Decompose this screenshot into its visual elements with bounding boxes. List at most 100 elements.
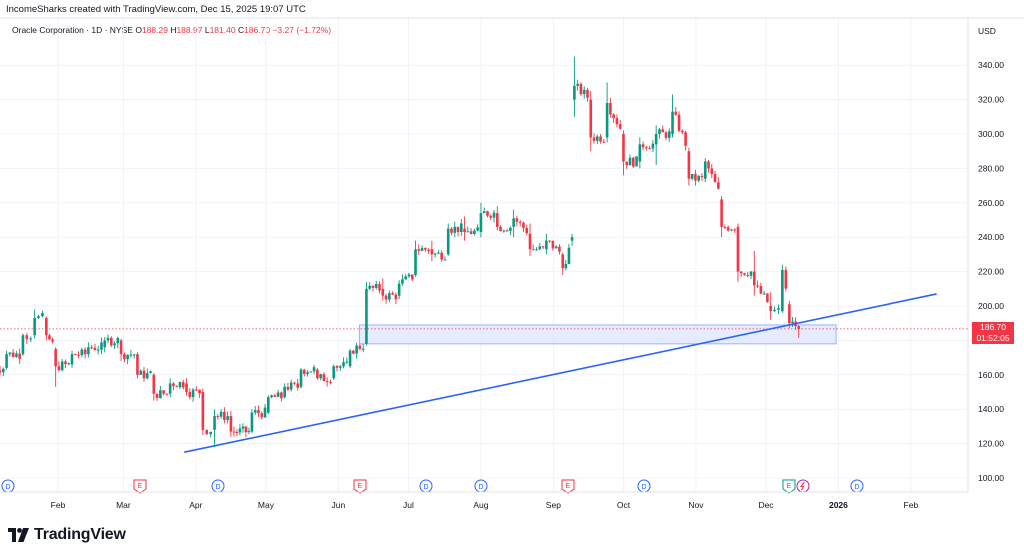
candle <box>299 367 303 389</box>
candle <box>589 91 593 152</box>
candle <box>172 381 175 391</box>
candle-body <box>420 248 424 251</box>
candle <box>165 393 169 396</box>
candle-body <box>260 413 264 418</box>
candle-body <box>64 361 67 365</box>
candle <box>697 174 701 183</box>
candle <box>106 334 110 344</box>
candle <box>654 125 658 165</box>
candle <box>219 409 223 419</box>
candle <box>528 223 532 257</box>
candle-body <box>561 254 565 269</box>
candle-body <box>463 228 466 233</box>
candle <box>21 333 25 356</box>
candle <box>216 414 220 420</box>
candle-body <box>296 383 300 388</box>
candle <box>505 228 509 232</box>
candle <box>684 130 687 151</box>
close-label: C <box>237 25 245 35</box>
candle-body <box>609 103 612 115</box>
candle <box>45 316 48 341</box>
candle <box>93 343 97 351</box>
candle-body <box>126 354 129 360</box>
candle <box>641 141 645 151</box>
candle <box>388 290 391 303</box>
candle-body <box>430 249 434 255</box>
candle <box>570 233 574 246</box>
currency-label[interactable]: USD <box>978 26 996 36</box>
candle <box>168 378 172 398</box>
candle-body <box>378 284 381 291</box>
earnings-icon <box>782 479 796 494</box>
candle <box>48 333 51 341</box>
annotations-front[interactable] <box>184 293 937 453</box>
candle <box>70 350 74 368</box>
candle-body <box>241 426 245 429</box>
candle-body <box>116 337 120 344</box>
time-tick-label: Feb <box>904 500 919 510</box>
candle-body <box>185 383 188 392</box>
candle <box>609 97 612 118</box>
candle-body <box>342 362 345 367</box>
candle <box>567 243 571 265</box>
candle <box>531 244 535 251</box>
candle <box>73 353 77 356</box>
candle-body <box>576 83 579 86</box>
candle <box>791 316 794 327</box>
candle <box>430 240 434 262</box>
support-zone <box>358 324 837 345</box>
candle <box>586 87 589 102</box>
candle-body <box>312 367 316 372</box>
earnings-marker: E <box>782 479 796 494</box>
annotations-back <box>0 324 968 345</box>
candle-body <box>235 431 239 433</box>
candle-body <box>797 326 801 329</box>
candle-body <box>460 223 463 233</box>
candle-body <box>414 249 417 276</box>
candle <box>178 381 182 390</box>
symbol-info[interactable]: Oracle Corporation · 1D · NYSE <box>12 25 133 35</box>
candle <box>119 338 123 362</box>
candle-body <box>188 392 192 398</box>
candle <box>103 336 107 353</box>
candle-body <box>109 337 113 346</box>
candle-body <box>238 428 242 433</box>
candle-body <box>628 157 632 166</box>
candle-body <box>726 227 730 231</box>
candle <box>564 259 568 271</box>
candle-body <box>77 354 80 356</box>
candle-body <box>641 144 645 148</box>
candle-body <box>270 395 273 398</box>
candle-body <box>687 151 691 179</box>
candle-body <box>769 306 772 312</box>
candle <box>195 386 198 392</box>
candle-body <box>749 271 753 276</box>
candle-body <box>525 227 529 234</box>
candle-body <box>424 248 427 250</box>
price-tick-label: 320.00 <box>978 95 1004 105</box>
candle-body <box>165 393 169 395</box>
candle-body <box>388 293 391 300</box>
candle <box>381 278 385 301</box>
candle-body <box>558 246 561 252</box>
candle <box>489 214 493 221</box>
chart-legend[interactable]: Oracle Corporation · 1D · NYSE O188.29 H… <box>12 25 331 35</box>
candle-body <box>96 349 100 351</box>
candle <box>162 390 165 396</box>
candle <box>332 364 336 380</box>
candle <box>244 426 248 438</box>
candle <box>658 127 661 139</box>
open-value: 188.29 <box>141 25 168 35</box>
candle <box>352 349 355 355</box>
candle-body <box>302 369 306 374</box>
candle-body <box>476 227 479 231</box>
time-tick-label: Jun <box>332 500 346 510</box>
candle-body <box>361 348 365 350</box>
tradingview-brand[interactable]: TradingView <box>8 526 126 544</box>
candle-body <box>486 211 489 216</box>
candle-body <box>113 343 116 346</box>
candle <box>181 379 185 390</box>
candle <box>736 223 740 282</box>
